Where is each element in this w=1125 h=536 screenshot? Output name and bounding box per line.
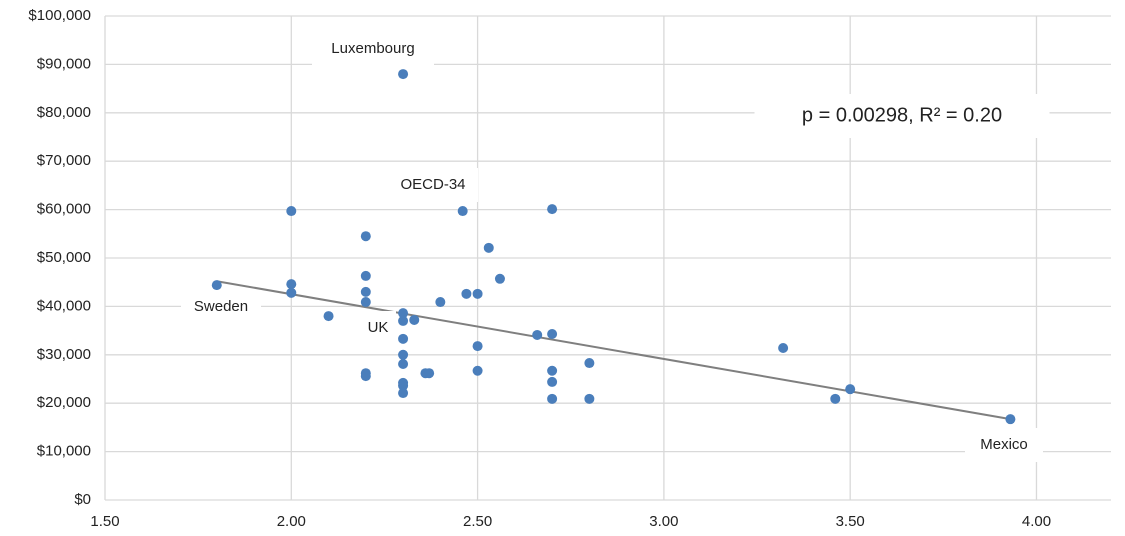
x-tick-label: 2.50 bbox=[463, 513, 492, 530]
annotation-bg bbox=[360, 311, 396, 345]
point bbox=[547, 204, 558, 215]
point bbox=[398, 315, 409, 326]
point bbox=[323, 311, 334, 322]
y-tick-label: $100,000 bbox=[28, 7, 91, 24]
point bbox=[286, 279, 297, 290]
annotation-bg bbox=[965, 428, 1043, 462]
x-tick-label: 4.00 bbox=[1022, 513, 1051, 530]
point bbox=[483, 242, 494, 253]
point bbox=[360, 297, 371, 308]
x-tick-label: 2.00 bbox=[277, 513, 306, 530]
annotation-bg bbox=[181, 290, 261, 324]
annotation: UK bbox=[368, 319, 389, 336]
point bbox=[360, 231, 371, 242]
point bbox=[532, 329, 543, 340]
annotation: Luxembourg bbox=[331, 40, 414, 57]
y-tick-label: $30,000 bbox=[37, 346, 91, 363]
point bbox=[398, 358, 409, 369]
y-tick-label: $20,000 bbox=[37, 394, 91, 411]
x-tick-label: 3.50 bbox=[836, 513, 865, 530]
point bbox=[584, 358, 595, 369]
point bbox=[778, 343, 789, 354]
point bbox=[472, 288, 483, 299]
x-tick-label: 3.00 bbox=[649, 513, 678, 530]
point bbox=[360, 270, 371, 281]
point bbox=[398, 333, 409, 344]
point bbox=[547, 393, 558, 404]
annotation: Mexico bbox=[980, 436, 1028, 453]
point bbox=[435, 297, 446, 308]
y-tick-label: $90,000 bbox=[37, 55, 91, 72]
point bbox=[398, 349, 409, 360]
point bbox=[494, 273, 505, 284]
y-tick-label: $50,000 bbox=[37, 249, 91, 266]
y-tick-label: $10,000 bbox=[37, 443, 91, 460]
annotation-bg bbox=[312, 32, 434, 66]
x-tick-label: 1.50 bbox=[90, 513, 119, 530]
point bbox=[472, 365, 483, 376]
point bbox=[845, 384, 856, 395]
point bbox=[424, 368, 435, 379]
point bbox=[584, 393, 595, 404]
annotation-bg bbox=[754, 94, 1050, 138]
point bbox=[398, 308, 409, 319]
annotation-bg bbox=[388, 168, 478, 202]
point bbox=[360, 286, 371, 297]
annotation: OECD-34 bbox=[400, 176, 465, 193]
point bbox=[547, 376, 558, 387]
point bbox=[286, 287, 297, 298]
y-tick-label: $80,000 bbox=[37, 104, 91, 121]
point bbox=[398, 380, 409, 391]
point bbox=[398, 388, 409, 399]
point bbox=[360, 371, 371, 382]
annotation: p = 0.00298, R² = 0.20 bbox=[802, 104, 1002, 126]
point bbox=[1005, 414, 1016, 425]
point bbox=[457, 206, 468, 217]
y-tick-label: $0 bbox=[74, 491, 91, 508]
point bbox=[830, 393, 841, 404]
point bbox=[547, 328, 558, 339]
point bbox=[211, 280, 222, 291]
point bbox=[461, 288, 472, 299]
trendline bbox=[216, 280, 1011, 421]
point bbox=[286, 206, 297, 217]
annotation: Sweden bbox=[194, 298, 248, 315]
point bbox=[547, 365, 558, 376]
y-tick-label: $70,000 bbox=[37, 152, 91, 169]
point bbox=[398, 69, 409, 80]
point bbox=[472, 341, 483, 352]
point bbox=[409, 314, 420, 325]
y-tick-label: $60,000 bbox=[37, 201, 91, 218]
y-tick-label: $40,000 bbox=[37, 297, 91, 314]
